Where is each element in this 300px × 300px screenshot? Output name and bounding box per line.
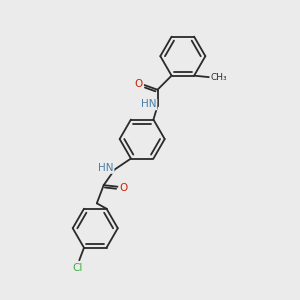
Text: O: O bbox=[135, 80, 143, 89]
Text: CH₃: CH₃ bbox=[210, 73, 227, 82]
Text: HN: HN bbox=[98, 163, 114, 173]
Text: O: O bbox=[119, 183, 128, 193]
Text: Cl: Cl bbox=[73, 263, 83, 273]
Text: HN: HN bbox=[141, 99, 157, 110]
